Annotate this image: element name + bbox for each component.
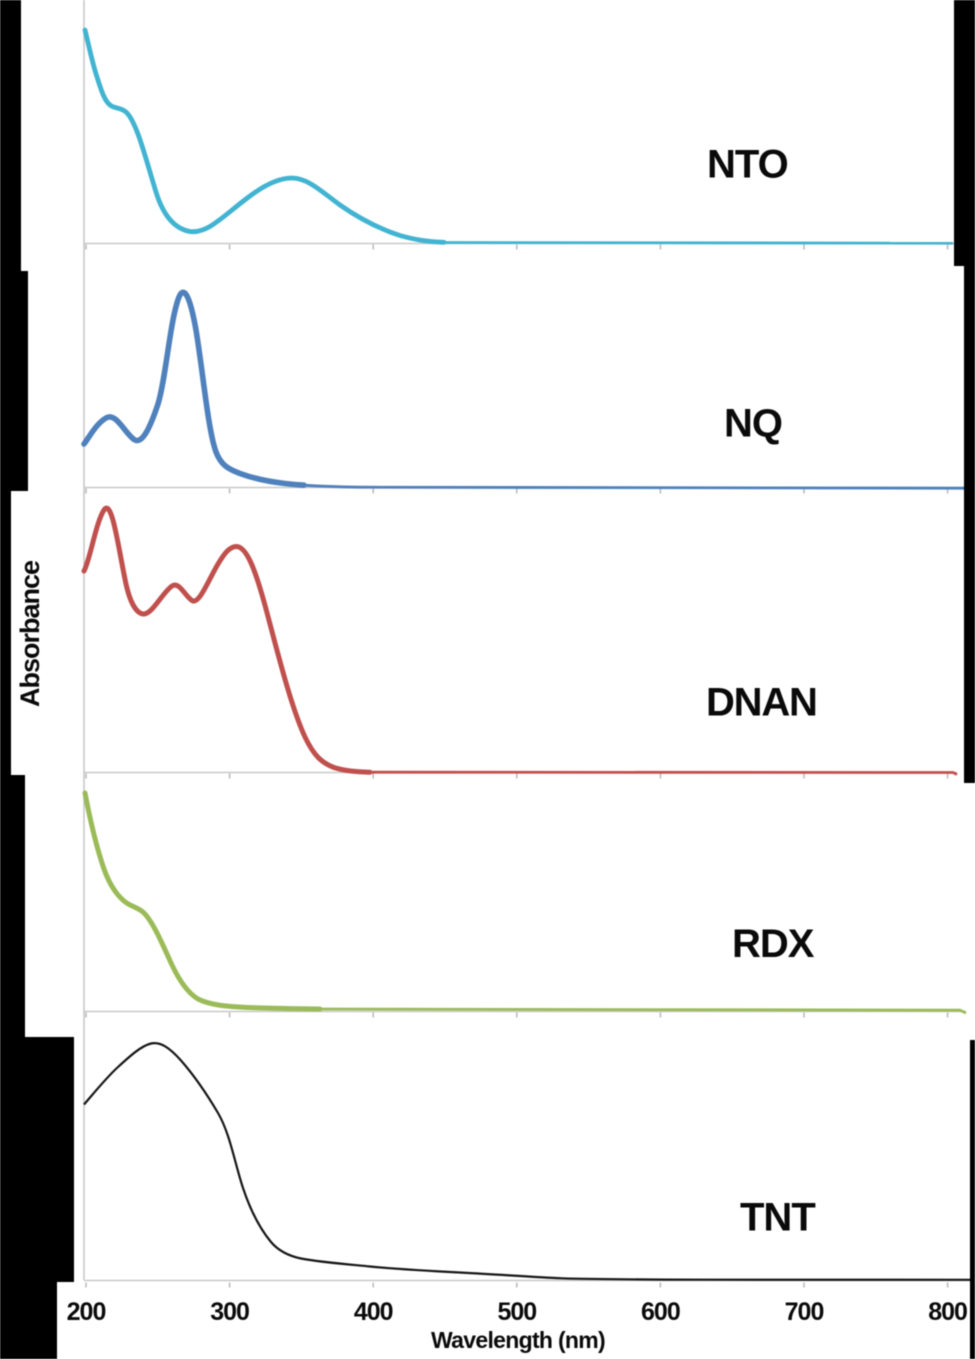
svg-text:TNT: TNT (740, 1196, 815, 1240)
svg-text:600: 600 (641, 1298, 680, 1326)
svg-text:NQ: NQ (724, 402, 782, 446)
svg-text:Wavelength (nm): Wavelength (nm) (431, 1327, 605, 1353)
svg-text:RDX: RDX (732, 922, 815, 966)
svg-text:800: 800 (928, 1298, 967, 1326)
svg-text:NTO: NTO (707, 143, 788, 187)
svg-text:300: 300 (210, 1298, 249, 1326)
svg-text:200: 200 (67, 1298, 106, 1326)
svg-text:500: 500 (497, 1298, 536, 1326)
svg-text:Absorbance: Absorbance (15, 560, 45, 707)
svg-text:400: 400 (354, 1298, 393, 1326)
svg-text:700: 700 (785, 1298, 824, 1326)
svg-text:DNAN: DNAN (706, 681, 817, 725)
